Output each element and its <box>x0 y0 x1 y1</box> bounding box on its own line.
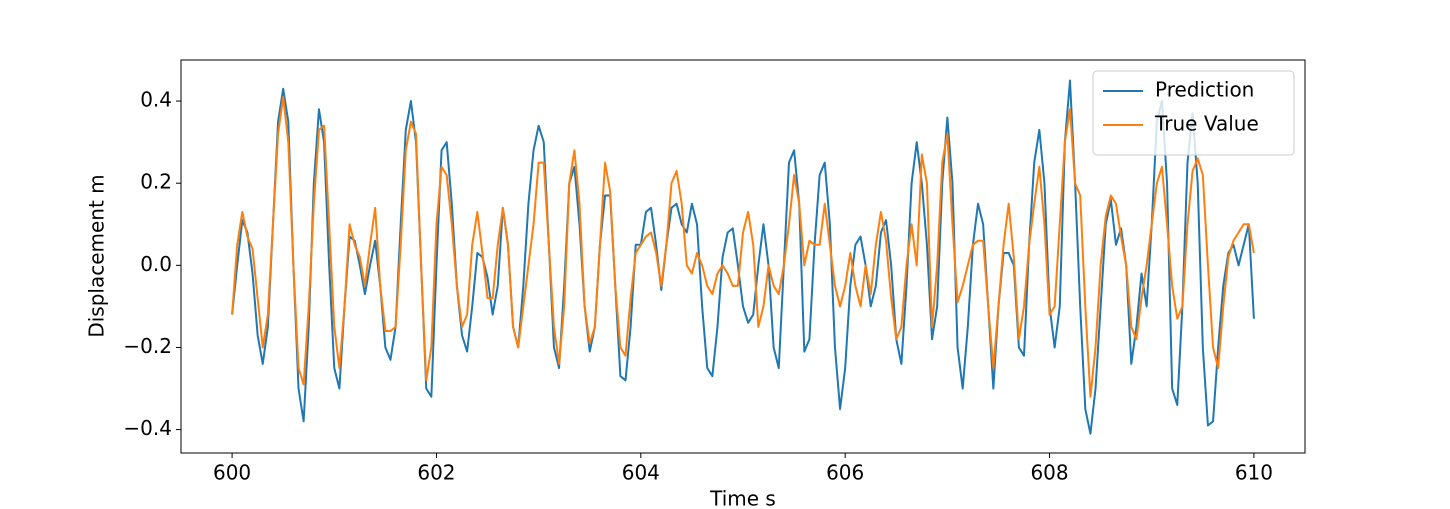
y-tick-label: 0.4 <box>140 88 172 112</box>
legend-box <box>1092 70 1295 156</box>
legend-label: True Value <box>1154 112 1259 136</box>
series-line <box>231 79 1255 435</box>
y-axis-label: Displacement m <box>85 174 109 337</box>
y-tick-label: −0.2 <box>123 334 172 358</box>
x-tick-label: 608 <box>1030 461 1068 485</box>
x-tick-label: 604 <box>622 461 660 485</box>
plot-area <box>231 79 1255 435</box>
y-tick-label: −0.4 <box>123 416 172 440</box>
x-tick-label: 610 <box>1235 461 1273 485</box>
y-tick-label: 0.0 <box>140 252 172 276</box>
x-axis-label: Time s <box>709 487 776 509</box>
series-line <box>231 95 1255 398</box>
x-tick-label: 600 <box>213 461 251 485</box>
axes-frame <box>180 59 1306 454</box>
x-tick-label: 602 <box>417 461 455 485</box>
legend-label: Prediction <box>1155 78 1254 102</box>
x-tick-label: 606 <box>826 461 864 485</box>
y-tick-label: 0.2 <box>140 170 172 194</box>
